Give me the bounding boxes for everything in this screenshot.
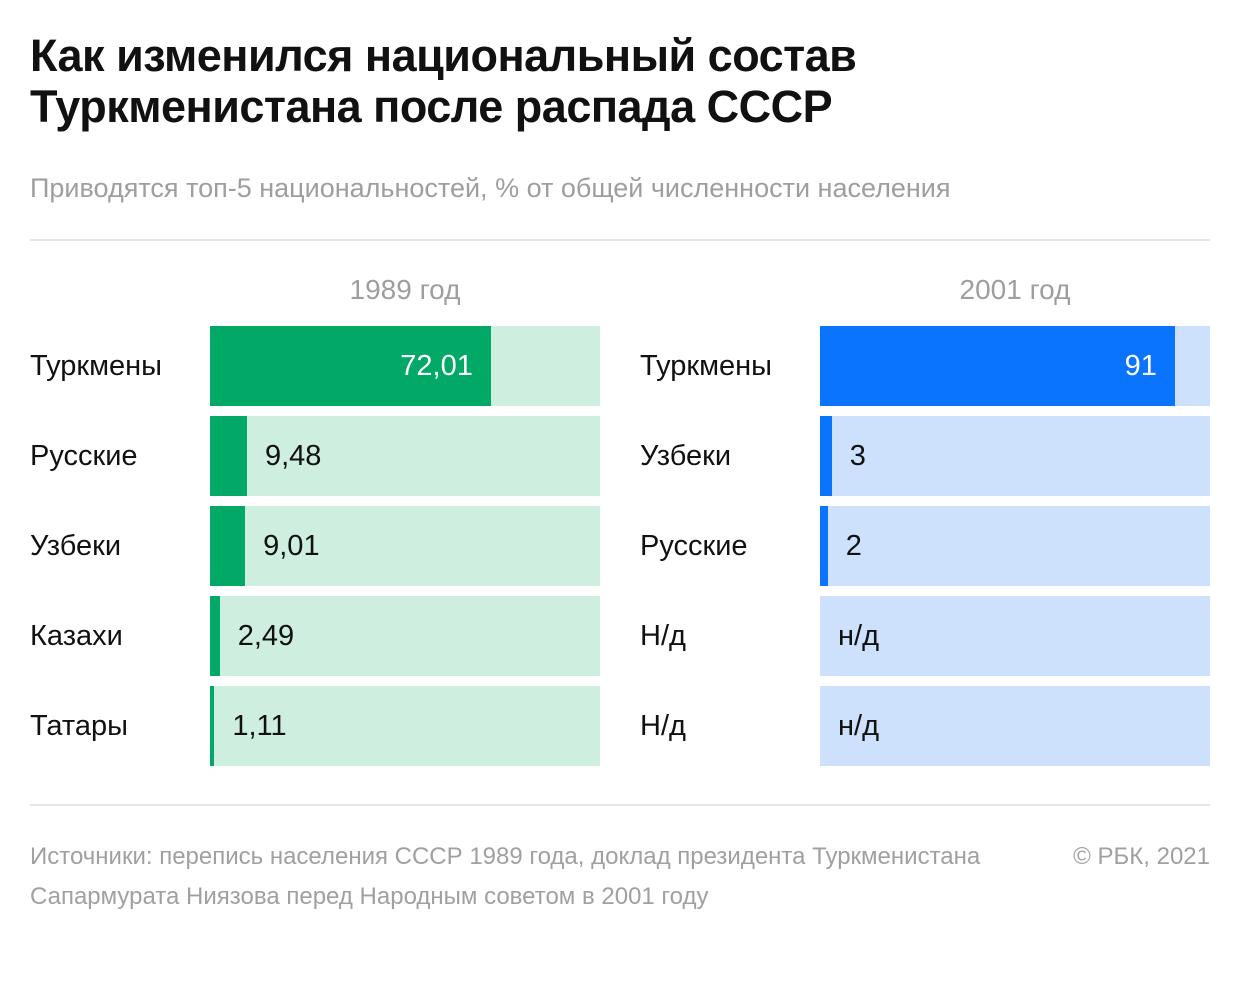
value-label: 2,49 xyxy=(237,620,295,652)
copyright: © РБК, 2021 xyxy=(1073,843,1210,870)
category-label: Узбеки xyxy=(640,440,732,472)
value-label: 91 xyxy=(1124,350,1157,382)
bar xyxy=(820,416,832,496)
bar-track: н/д xyxy=(820,686,1210,766)
category-label: Туркмены xyxy=(640,350,773,382)
bar xyxy=(210,596,220,676)
bar-row: Н/д н/д xyxy=(640,596,1210,676)
panel-1989: 1989 год Туркмены 72,01 Русские 9,48 Узбеки 9… xyxy=(30,270,620,770)
bar-track: н/д xyxy=(820,596,1210,676)
value-label: н/д xyxy=(838,620,879,652)
bar-row: Узбеки 3 xyxy=(640,416,1210,496)
category-label: Казахи xyxy=(30,620,123,652)
category-label: Узбеки xyxy=(30,530,122,562)
value-label: 3 xyxy=(849,440,866,472)
bar-row: Туркмены 72,01 xyxy=(30,326,600,406)
panel-title-2001: 2001 год xyxy=(959,274,1071,305)
bar-track: 9,01 xyxy=(210,506,600,586)
bar xyxy=(210,686,215,766)
category-label: Татары xyxy=(30,710,128,742)
bar-row: Н/д н/д xyxy=(640,686,1210,766)
category-label: Туркмены xyxy=(30,350,163,382)
value-label: 72,01 xyxy=(400,350,473,382)
panel-2001: 2001 год Туркмены 91 Узбеки 3 Русские 2 Н/д н/д… xyxy=(640,270,1230,770)
bar xyxy=(820,326,1175,406)
chart-subtitle: Приводятся топ-5 национальностей, % от о… xyxy=(30,173,951,203)
bar-track: 3 xyxy=(820,416,1210,496)
bar-row: Узбеки 9,01 xyxy=(30,506,600,586)
bar xyxy=(210,416,247,496)
chart-title: Как изменился национальный состав Туркме… xyxy=(30,30,857,132)
bar-row: Татары 1,11 xyxy=(30,686,600,766)
top-divider xyxy=(30,239,1210,241)
value-label: 9,48 xyxy=(264,440,322,472)
bar-row: Казахи 2,49 xyxy=(30,596,600,676)
bar-track: 72,01 xyxy=(210,326,600,406)
bar-track: 2,49 xyxy=(210,596,600,676)
bar-track: 1,11 xyxy=(210,686,600,766)
bar xyxy=(820,506,828,586)
bar-track: 2 xyxy=(820,506,1210,586)
bottom-divider xyxy=(30,804,1210,806)
bar-row: Туркмены 91 xyxy=(640,326,1210,406)
bar xyxy=(210,326,491,406)
bar xyxy=(210,506,246,586)
category-label: Н/д xyxy=(640,710,686,742)
value-label: 2 xyxy=(845,530,862,562)
category-label: Русские xyxy=(640,530,748,562)
category-label: Н/д xyxy=(640,620,686,652)
value-label: н/д xyxy=(838,710,879,742)
panel-title-1989: 1989 год xyxy=(349,274,461,305)
value-label: 9,01 xyxy=(263,530,320,562)
value-label: 1,11 xyxy=(232,710,287,742)
bar-row: Русские 2 xyxy=(640,506,1210,586)
bar-track: 91 xyxy=(820,326,1210,406)
bar-row: Русские 9,48 xyxy=(30,416,600,496)
bar-track: 9,48 xyxy=(210,416,600,496)
category-label: Русские xyxy=(30,440,138,472)
source-note: Источники: перепись населения СССР 1989 … xyxy=(30,843,981,910)
